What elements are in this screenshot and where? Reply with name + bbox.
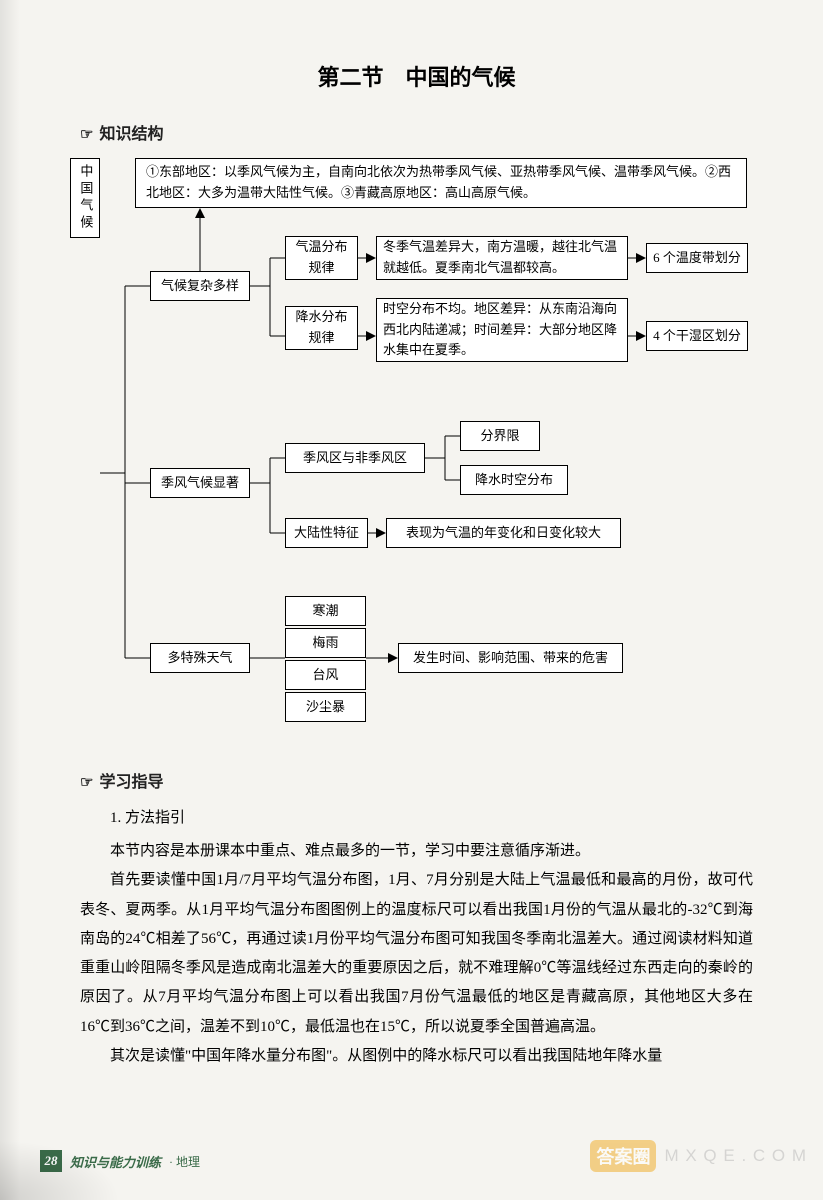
section-header-structure: 知识结构 [80, 120, 753, 144]
watermark-badge: 答案圈 [590, 1140, 656, 1172]
node-b3-1: 寒潮 [285, 596, 366, 626]
node-b1b-desc: 时空分布不均。地区差异：从东南沿海向西北内陆递减；时间差异：大部分地区降水集中在… [376, 298, 628, 362]
node-b1a-result: 6 个温度带划分 [646, 243, 748, 273]
node-b2b-desc: 表现为气温的年变化和日变化较大 [386, 518, 621, 548]
footer-subject: · 地理 [169, 1153, 200, 1170]
section-header-guide: 学习指导 [80, 768, 753, 792]
watermark-url: M X Q E . C O M [664, 1146, 807, 1166]
node-b3-desc: 发生时间、影响范围、带来的危害 [398, 643, 623, 673]
node-b2: 季风气候显著 [150, 468, 250, 498]
body-para-3: 其次是读懂"中国年降水量分布图"。从图例中的降水标尺可以看出我国陆地年降水量 [80, 1042, 753, 1071]
node-b2a1: 分界限 [460, 421, 540, 451]
node-b1b: 降水分布规律 [285, 306, 358, 350]
node-b1b-result: 4 个干湿区划分 [646, 321, 748, 351]
node-top-summary: ①东部地区：以季风气候为主，自南向北依次为热带季风气候、亚热带季风气候、温带季风… [135, 158, 747, 208]
node-root: 中国气候 [70, 158, 100, 238]
node-b1a-desc: 冬季气温差异大，南方温暖，越往北气温就越低。夏季南北气温都较高。 [376, 236, 628, 280]
node-b3-2: 梅雨 [285, 628, 366, 658]
knowledge-diagram: 中国气候 ①东部地区：以季风气候为主，自南向北依次为热带季风气候、亚热带季风气候… [70, 158, 750, 748]
node-b3: 多特殊天气 [150, 643, 250, 673]
node-b1: 气候复杂多样 [150, 271, 250, 301]
sub-heading-1: 1. 方法指引 [110, 806, 753, 827]
body-para-2: 首先要读懂中国1月/7月平均气温分布图，1月、7月分别是大陆上气温最低和最高的月… [80, 866, 753, 1042]
node-b2a2: 降水时空分布 [460, 465, 568, 495]
page-number: 28 [40, 1150, 62, 1172]
node-b2b: 大陆性特征 [285, 518, 368, 548]
watermark: 答案圈 M X Q E . C O M [590, 1140, 807, 1172]
page-title: 第二节 中国的气候 [80, 60, 753, 92]
node-b3-4: 沙尘暴 [285, 692, 366, 722]
page-footer: 28 知识与能力训练 · 地理 [40, 1150, 200, 1172]
body-para-1: 本节内容是本册课本中重点、难点最多的一节，学习中要注意循序渐进。 [80, 837, 753, 866]
node-b3-3: 台风 [285, 660, 366, 690]
footer-book-title: 知识与能力训练 [70, 1152, 161, 1171]
node-b2a: 季风区与非季风区 [285, 443, 425, 473]
node-b1a: 气温分布规律 [285, 236, 358, 280]
